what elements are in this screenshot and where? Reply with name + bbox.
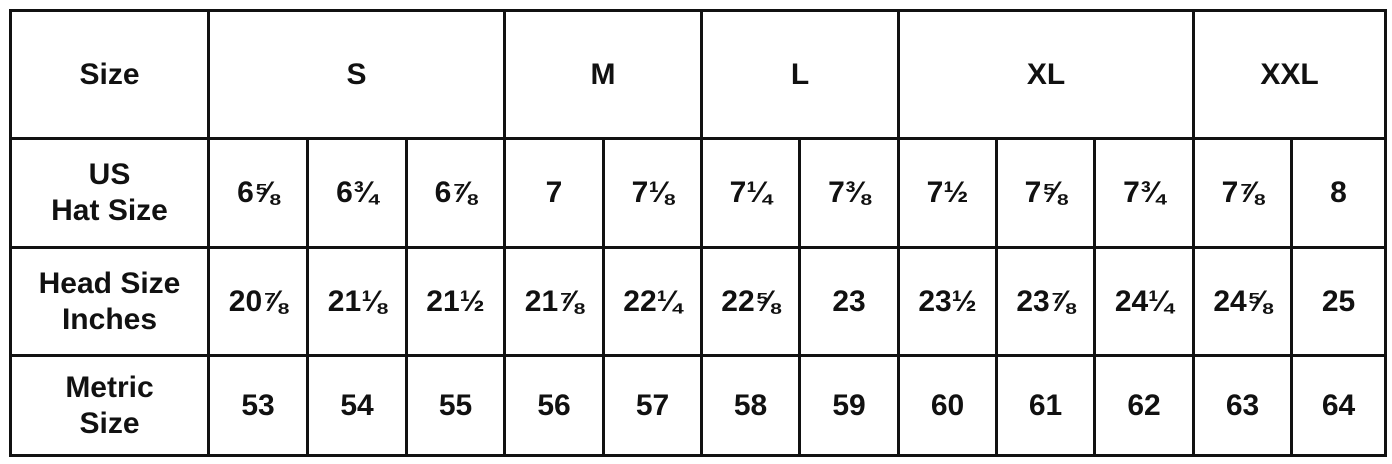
table-cell: 55 (405, 354, 506, 457)
table-cell: 59 (797, 354, 901, 457)
table-cell: 23 (797, 246, 901, 357)
table-cell: 7 (503, 137, 605, 249)
table-cell: 7½ (897, 137, 999, 249)
table-cell: 7⅝ (995, 137, 1097, 249)
table-cell: 61 (995, 354, 1097, 457)
row-label-line: Inches (61, 302, 158, 336)
hat-size-chart: Size S M L XL XXL US Hat Size 6⅝ 6¾ 6⅞ 7 7⅛ 7¼ 7⅜ 7½ 7⅝ 7… (9, 9, 1388, 457)
row-label-line: US (88, 158, 131, 191)
table-cell: 22⅝ (700, 246, 801, 357)
row-label: US Hat Size (9, 137, 210, 249)
table-cell: 6¾ (306, 137, 408, 249)
table-cell: 7⅞ (1192, 137, 1294, 249)
size-group-header: XL (897, 9, 1196, 140)
table-cell: 8 (1290, 137, 1388, 249)
table-cell: 23⅞ (995, 246, 1097, 357)
table-cell: 57 (602, 354, 703, 457)
table-cell: 21⅛ (306, 246, 408, 357)
table-cell: 60 (897, 354, 999, 457)
row-label: Metric Size (9, 354, 210, 457)
table-row: Head Size Inches 20⅞ 21⅛ 21½ 21⅞ 22¼ 22⅝ 23 23½ 23… (9, 246, 1388, 357)
table-cell: 54 (306, 354, 408, 457)
size-group-header: L (699, 9, 901, 140)
size-group-header: M (503, 9, 703, 140)
header-row: Size S M L XL XXL (9, 9, 1388, 140)
table-cell: 22¼ (602, 246, 703, 357)
table-cell: 53 (207, 354, 309, 457)
table-cell: 21½ (405, 246, 506, 357)
table-cell: 7¼ (700, 137, 801, 249)
table-cell: 21⅞ (503, 246, 605, 357)
table-row: US Hat Size 6⅝ 6¾ 6⅞ 7 7⅛ 7¼ 7⅜ 7½ 7⅝ 7¾ 7⅞ 8 (9, 137, 1388, 249)
table-cell: 7⅜ (797, 137, 901, 249)
table-cell: 24¼ (1093, 246, 1196, 357)
table-cell: 58 (700, 354, 801, 457)
table-cell: 23½ (897, 246, 999, 357)
size-group-header: XXL (1192, 9, 1388, 140)
row-label-line: Head Size (38, 266, 181, 300)
table-cell: 7¾ (1093, 137, 1196, 249)
row-label-line: Size (79, 406, 140, 440)
table-cell: 63 (1192, 354, 1294, 457)
table-row: Metric Size 53 54 55 56 57 58 59 60 61 62 63 64 (9, 354, 1388, 457)
table-cell: 64 (1290, 354, 1388, 457)
header-size-label: Size (9, 9, 210, 140)
row-label-line: Hat Size (51, 194, 168, 227)
table-cell: 62 (1093, 354, 1196, 457)
table-cell: 56 (503, 354, 605, 457)
row-label-line: Metric (65, 370, 154, 404)
row-label: Head Size Inches (9, 246, 210, 357)
table-cell: 24⅝ (1192, 246, 1294, 357)
table-cell: 6⅞ (405, 137, 506, 249)
size-group-header: S (207, 9, 506, 140)
table-cell: 25 (1290, 246, 1388, 357)
table-cell: 20⅞ (207, 246, 309, 357)
table-cell: 6⅝ (207, 137, 309, 249)
table-cell: 7⅛ (602, 137, 703, 249)
